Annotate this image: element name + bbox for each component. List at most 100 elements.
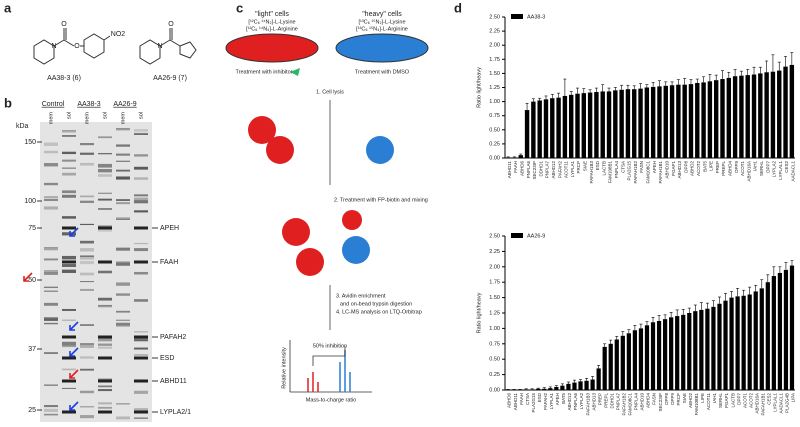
bar xyxy=(596,368,601,390)
gel-band xyxy=(44,258,58,261)
gel-band xyxy=(116,202,130,205)
x-tick-label: LIPE xyxy=(709,161,714,171)
x-tick-label: PAFAH2 xyxy=(557,161,562,178)
gel-band xyxy=(134,408,148,412)
protein xyxy=(342,210,362,230)
bar xyxy=(584,380,589,390)
x-tick-label: LYPLA1 xyxy=(570,161,575,178)
bar xyxy=(524,389,529,390)
gel-band xyxy=(44,182,58,186)
bar xyxy=(602,346,607,390)
arrow-head xyxy=(23,276,29,282)
x-tick-label: PRCP xyxy=(576,161,581,174)
gel-band xyxy=(98,346,112,349)
legend-swatch xyxy=(511,14,523,19)
bar xyxy=(556,97,561,158)
x-tick-label: IAH1 xyxy=(712,393,717,404)
bar xyxy=(699,309,704,390)
gel-band xyxy=(44,317,58,319)
x-tick-label: PNPLA7 xyxy=(615,393,620,411)
x-tick-label: ABHD6 xyxy=(507,393,512,409)
y-tick-label: 1.00 xyxy=(489,326,500,332)
gel-band xyxy=(98,226,112,230)
bar xyxy=(777,272,783,390)
gel-band xyxy=(98,379,112,383)
bar xyxy=(606,91,612,158)
bar xyxy=(594,92,599,158)
arrow-head xyxy=(69,405,75,411)
gel-band xyxy=(62,335,76,339)
gel-band xyxy=(98,192,112,194)
gel-band xyxy=(80,281,94,283)
x-tick-label: LIPE xyxy=(700,393,705,403)
gel-band xyxy=(134,166,148,170)
x-tick-label: PLA2G4B xyxy=(785,393,790,413)
gel-band xyxy=(116,403,130,405)
x-tick-label: SEC23IP xyxy=(658,393,663,412)
gel-band xyxy=(134,129,148,132)
structure-2 xyxy=(139,28,197,65)
compound-name: AA26-9 (7) xyxy=(153,75,187,82)
x-tick-label: DPP9 xyxy=(670,393,675,405)
gel-band xyxy=(98,228,112,232)
bar xyxy=(732,76,738,158)
x-tick-label: ABHD16A xyxy=(746,161,751,182)
protein xyxy=(282,218,310,246)
gel-band xyxy=(44,384,58,386)
bar xyxy=(726,77,732,158)
y-tick-label: 0.25 xyxy=(489,141,500,147)
gel-band xyxy=(62,410,76,414)
label: Treatment with inhibitor xyxy=(236,69,293,75)
x-tick-label: DPP7 xyxy=(765,161,770,173)
bar xyxy=(701,82,706,158)
gel-band xyxy=(62,232,76,236)
legend-label: AA26-9 xyxy=(527,233,545,239)
arrow xyxy=(69,369,79,379)
gel-band xyxy=(62,387,76,389)
y-tick-label: 2.25 xyxy=(489,29,500,35)
gel-band xyxy=(44,196,58,198)
gel-band xyxy=(98,208,112,210)
x-tick-label: FAM108C1 xyxy=(646,161,651,184)
x-tick-label: PLA2G15 xyxy=(531,393,536,413)
gel-band xyxy=(98,260,112,264)
gel-band xyxy=(134,335,148,339)
gel-band xyxy=(62,271,76,273)
bar xyxy=(770,71,776,158)
atom: O xyxy=(61,21,67,28)
bar xyxy=(575,93,580,158)
label: [¹³C₆ ¹⁵N₄]-L-Arginine xyxy=(356,25,408,32)
protein-label: PAFAH2 xyxy=(160,334,186,341)
gel-band xyxy=(116,217,130,219)
atom: O xyxy=(168,21,174,28)
y-tick-label: 1.75 xyxy=(489,57,500,63)
gel-band xyxy=(98,402,112,405)
x-tick-label: ABHD4 xyxy=(646,393,651,409)
gel-band xyxy=(134,260,148,264)
gel-band xyxy=(62,368,76,371)
bar xyxy=(578,381,583,390)
x-tick-label: ABHD11 xyxy=(507,161,512,179)
y-tick-label: 2.00 xyxy=(489,264,500,270)
gel-band xyxy=(98,270,112,274)
x-tick-label: PREP xyxy=(597,393,602,405)
nitro: NO2 xyxy=(111,31,126,38)
x-tick-label: BAT5 xyxy=(702,161,707,172)
gel-band xyxy=(80,223,94,226)
gel-band xyxy=(44,198,58,202)
gel-band xyxy=(44,408,58,412)
x-tick-label: ACOT1 xyxy=(742,393,747,409)
lane-group: AA38-3 xyxy=(77,101,100,108)
bar xyxy=(562,95,568,158)
bar xyxy=(789,265,795,390)
protein-label: ABHD11 xyxy=(160,378,187,385)
gel-band xyxy=(134,390,148,394)
x-tick-label: PNPLA6 xyxy=(573,393,578,411)
gel-band xyxy=(134,410,148,414)
gel-band xyxy=(80,406,94,408)
gel-bands xyxy=(44,128,148,420)
gel-band xyxy=(98,337,112,342)
arrow xyxy=(69,321,79,331)
gel-band xyxy=(134,199,148,204)
bar xyxy=(735,296,740,390)
